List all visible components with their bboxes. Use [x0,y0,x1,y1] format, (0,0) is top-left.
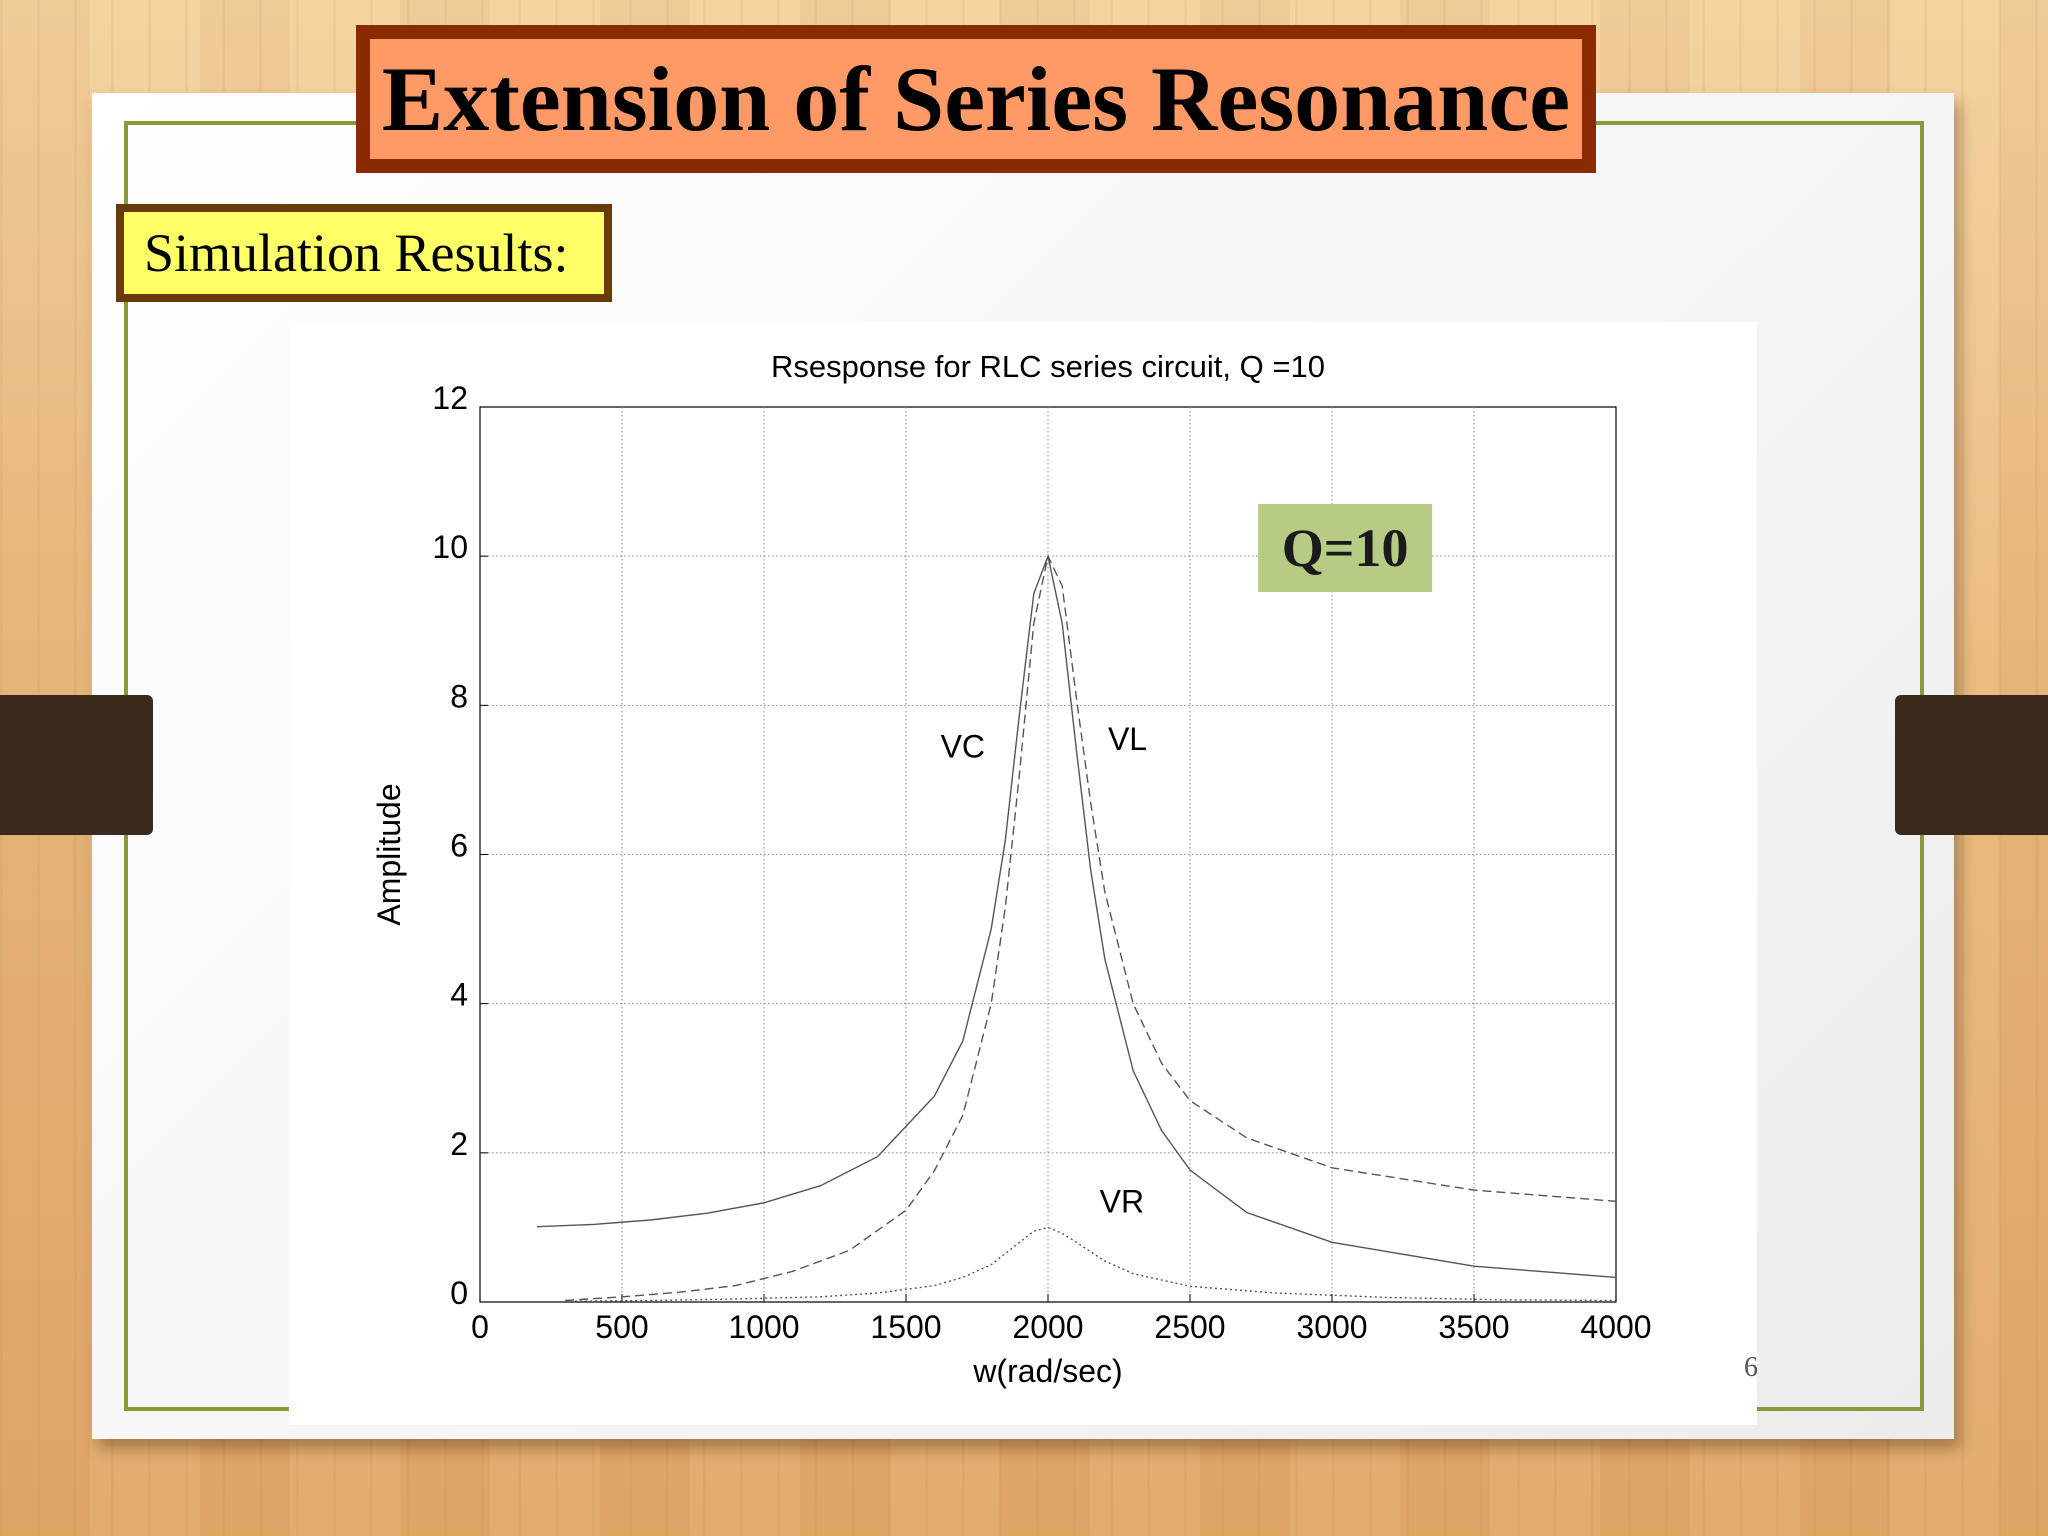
chart-panel: 0 500 1000 1500 2000 2500 3000 3500 4000 0 2 4 6 8 10 1… [289,322,1757,1425]
curve-annotation: VC [941,729,985,765]
y-tick-label: 8 [450,678,468,714]
x-axis-label: w(rad/sec) [972,1353,1122,1389]
x-tick-label: 500 [595,1309,648,1345]
curve-annotation: VR [1100,1184,1144,1220]
subtitle-box: Simulation Results: [116,204,612,302]
series-line-3 [565,1226,1617,1302]
chart-title: Rsesponse for RLC series circuit, Q =10 [771,349,1325,384]
x-tick-label: 3000 [1296,1309,1367,1345]
x-tick-label: 2000 [1012,1309,1083,1345]
x-tick-label: 0 [471,1309,489,1345]
series-line-1 [536,553,1617,1279]
page-number: 6 [1744,1352,1758,1383]
chart-svg: 0 500 1000 1500 2000 2500 3000 3500 4000 0 2 4 6 8 10 1… [371,349,1652,1389]
y-tick-label: 12 [432,380,468,416]
series-line-2 [565,554,1617,1302]
title-box: Extension of Series Resonance [356,25,1596,173]
q-badge-label: Q=10 [1282,518,1409,578]
x-tick-label: 1000 [728,1309,799,1345]
y-tick-label: 6 [450,828,468,864]
curve-annotation: VL [1108,721,1147,757]
right-binder-clip [1895,695,2048,835]
slide-subtitle: Simulation Results: [124,212,604,294]
x-tick-label: 3500 [1438,1309,1509,1345]
left-binder-clip [0,695,153,835]
x-tick-label: 2500 [1154,1309,1225,1345]
y-tick-label: 2 [450,1126,468,1162]
x-tick-label: 4000 [1580,1309,1651,1345]
y-tick-label: 10 [432,529,468,565]
slide-title: Extension of Series Resonance [370,39,1582,159]
y-axis-label: Amplitude [371,783,407,925]
q-badge [1258,503,1433,592]
y-tick-label: 4 [450,977,468,1013]
y-tick-label: 0 [450,1275,468,1311]
x-tick-label: 1500 [870,1309,941,1345]
